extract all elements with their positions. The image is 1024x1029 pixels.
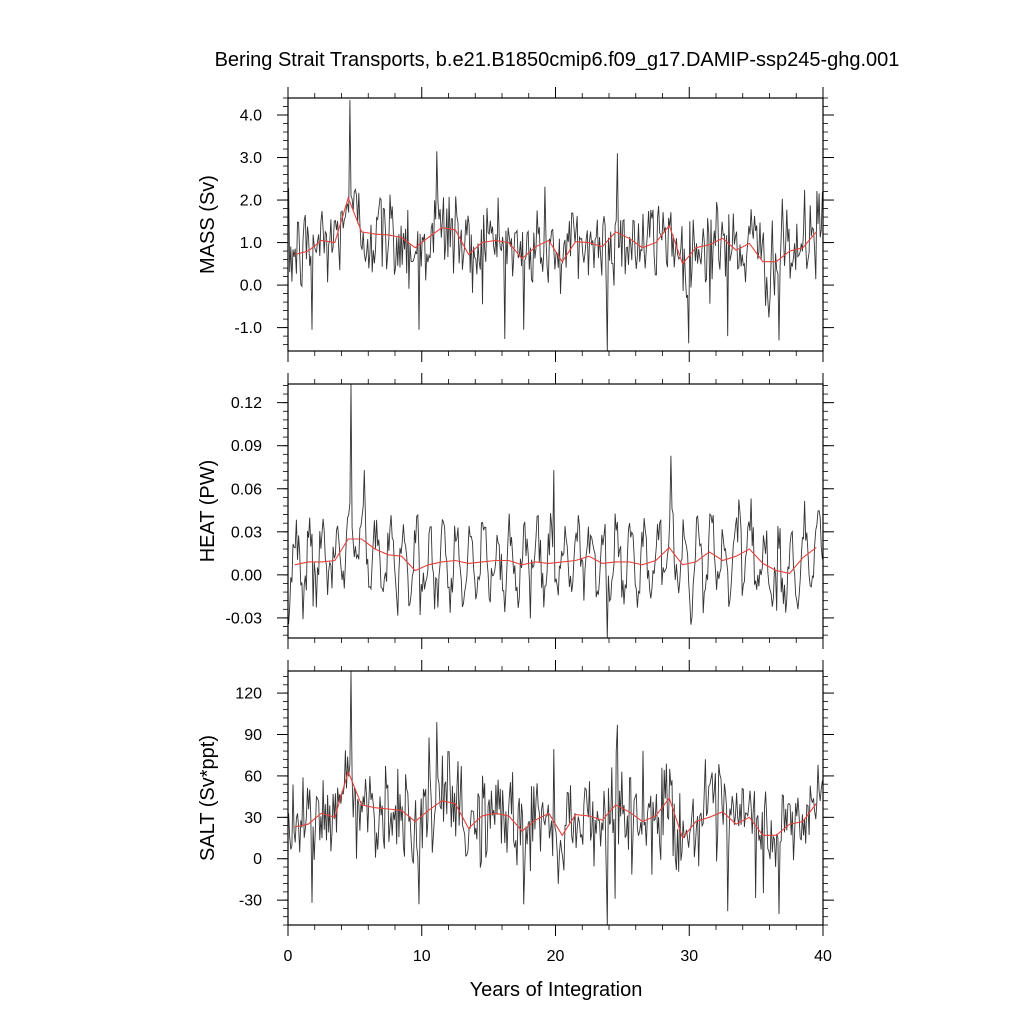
y-tick-label: 30 <box>244 810 262 827</box>
y-tick-label: 60 <box>244 768 262 785</box>
panel-frame <box>287 670 824 926</box>
annual-mean-line <box>294 196 817 265</box>
y-tick-label: 2.0 <box>240 193 262 210</box>
monthly-series-line <box>288 100 823 352</box>
y-tick-label: 0.12 <box>231 395 262 412</box>
annual-mean-line <box>294 770 817 840</box>
panel-1: -1.0 0.0 1.0 2.0 3.0 4.0 MASS (Sv) <box>197 87 834 362</box>
x-tick-label: 30 <box>680 948 698 965</box>
y-tick-label: 0.0 <box>240 278 262 295</box>
monthly-series-line <box>288 670 823 926</box>
y-axis-label: MASS (Sv) <box>197 175 219 274</box>
y-tick-label: 0.03 <box>231 524 262 541</box>
y-tick-label: 4.0 <box>240 108 262 125</box>
y-tick-label: 90 <box>244 727 262 744</box>
x-tick-label: 20 <box>547 948 565 965</box>
y-axis-label: HEAT (PW) <box>197 460 219 563</box>
panel-2: -0.03 0.00 0.03 0.06 0.09 0.12 HEAT (PW) <box>197 373 834 649</box>
y-tick-label: 1.0 <box>240 235 262 252</box>
panel-3: -30 0 30 60 90 120 SALT (Sv*ppt) 0 10 20 30 40 <box>197 660 834 965</box>
y-tick-label: 0.06 <box>231 481 262 498</box>
y-tick-label: -1.0 <box>234 320 262 337</box>
panel-frame <box>287 383 824 639</box>
y-tick-label: -30 <box>239 893 262 910</box>
y-tick-label: -0.03 <box>226 610 263 627</box>
chart-title: Bering Strait Transports, b.e21.B1850cmi… <box>215 49 900 71</box>
panel-frame <box>287 97 824 352</box>
x-tick-label: 0 <box>284 948 293 965</box>
x-tick-label: 10 <box>413 948 431 965</box>
y-tick-label: 0.00 <box>231 567 262 584</box>
x-tick-label: 40 <box>814 948 832 965</box>
y-tick-label: 3.0 <box>240 150 262 167</box>
x-axis-label: Years of Integration <box>470 979 643 1001</box>
monthly-series-line <box>288 383 823 639</box>
panels-layer: -1.0 0.0 1.0 2.0 3.0 4.0 MASS (Sv) -0.03 0.00 0.0… <box>197 87 834 965</box>
y-tick-label: 120 <box>235 686 262 703</box>
annual-mean-line <box>294 538 817 575</box>
y-axis-label: SALT (Sv*ppt) <box>197 735 219 861</box>
y-tick-label: 0 <box>253 851 262 868</box>
y-tick-label: 0.09 <box>231 438 262 455</box>
